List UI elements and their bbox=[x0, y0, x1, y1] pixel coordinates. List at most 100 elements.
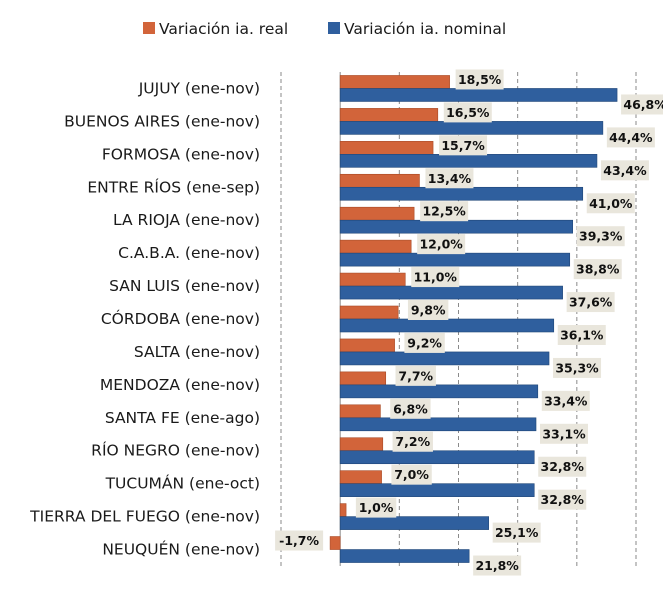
data-label-nominal: 32,8% bbox=[541, 492, 585, 507]
bar-nominal bbox=[339, 384, 539, 399]
bar-real bbox=[339, 108, 439, 122]
bar-nominal bbox=[339, 219, 573, 234]
data-label-nominal: 37,6% bbox=[569, 295, 613, 310]
bar-real bbox=[339, 305, 399, 320]
data-label-real-bg bbox=[455, 69, 504, 90]
data-label-real-bg bbox=[392, 431, 433, 452]
bar-real bbox=[339, 75, 450, 89]
data-label-nominal-bg bbox=[538, 489, 587, 510]
bar-nominal bbox=[339, 285, 563, 300]
legend-label-real: Variación ia. real bbox=[159, 20, 288, 38]
data-label-real-bg bbox=[417, 234, 466, 255]
data-label-real-bg bbox=[420, 201, 469, 222]
bar-nominal bbox=[339, 450, 535, 465]
category-label: SAN LUIS (ene-nov) bbox=[109, 277, 260, 295]
data-label-real-bg bbox=[407, 300, 449, 320]
data-label-nominal-bg bbox=[492, 522, 541, 543]
data-label-nominal-bg bbox=[600, 160, 649, 181]
data-label-nominal: 39,3% bbox=[579, 229, 623, 244]
bar-nominal bbox=[339, 516, 489, 530]
data-label-real-bg bbox=[391, 464, 432, 485]
data-label-nominal-bg bbox=[573, 259, 622, 280]
category-label: ENTRE RÍOS (ene-sep) bbox=[87, 177, 260, 196]
data-label-nominal: 46,8% bbox=[623, 97, 663, 112]
data-label-nominal: 35,3% bbox=[555, 360, 599, 375]
category-label: C.A.B.A. (ene-nov) bbox=[118, 244, 260, 262]
bar-real bbox=[339, 404, 381, 419]
data-label-nominal-bg bbox=[576, 226, 625, 247]
data-label-real-bg bbox=[395, 365, 436, 386]
data-label-nominal-bg bbox=[540, 423, 589, 444]
legend-label-nominal: Variación ia. nominal bbox=[344, 20, 506, 38]
data-label-real: 7,2% bbox=[395, 434, 430, 449]
bar-nominal bbox=[339, 252, 571, 267]
data-label-nominal-bg bbox=[553, 357, 602, 378]
category-label: CÓRDOBA (ene-nov) bbox=[101, 309, 260, 328]
bar-nominal bbox=[339, 88, 618, 102]
data-label-nominal: 33,1% bbox=[542, 426, 586, 441]
data-label-nominal-bg bbox=[621, 94, 663, 115]
data-label-real-bg bbox=[425, 168, 474, 189]
data-label-real: 7,7% bbox=[398, 368, 433, 383]
data-label-nominal: 41,0% bbox=[589, 196, 633, 211]
data-label-nominal: 32,8% bbox=[541, 459, 585, 474]
data-label-nominal-bg bbox=[606, 127, 655, 148]
category-label: JUJUY (ene-nov) bbox=[138, 79, 260, 97]
data-label-nominal-bg bbox=[586, 193, 635, 214]
category-label: TUCUMÁN (ene-oct) bbox=[105, 474, 260, 493]
bar-real bbox=[339, 239, 412, 254]
bar-real bbox=[339, 371, 387, 386]
bar-nominal bbox=[339, 186, 584, 201]
bar-nominal bbox=[339, 549, 470, 563]
bar-nominal bbox=[339, 318, 555, 333]
data-label-real: 13,4% bbox=[428, 171, 472, 186]
data-label-nominal: 33,4% bbox=[544, 393, 588, 408]
data-label-nominal-bg bbox=[541, 390, 590, 411]
bar-nominal bbox=[339, 351, 550, 366]
data-label-real-bg bbox=[390, 398, 431, 419]
data-label-real: -1,7% bbox=[279, 533, 319, 548]
data-label-real: 15,7% bbox=[441, 138, 485, 153]
category-label: NEUQUÉN (ene-nov) bbox=[102, 540, 260, 559]
bar-nominal bbox=[339, 154, 598, 168]
category-label: SALTA (ene-nov) bbox=[134, 343, 260, 361]
data-label-nominal: 43,4% bbox=[603, 163, 647, 178]
category-label: SANTA FE (ene-ago) bbox=[105, 409, 260, 427]
data-label-real: 12,0% bbox=[419, 237, 463, 252]
data-label-nominal: 21,8% bbox=[475, 558, 519, 573]
bar-real bbox=[339, 338, 395, 353]
data-label-real: 18,5% bbox=[458, 72, 502, 87]
category-label: RÍO NEGRO (ene-nov) bbox=[91, 441, 260, 460]
bar-nominal bbox=[339, 121, 604, 135]
data-label-real: 1,0% bbox=[359, 500, 394, 515]
data-label-real: 11,0% bbox=[414, 270, 458, 285]
data-label-real: 6,8% bbox=[393, 401, 428, 416]
data-labels: 18,5% 46,8% 16,5% 44,4% 15,7% 43,4% 13,4% 41,0%… bbox=[275, 69, 663, 576]
data-label-nominal: 36,1% bbox=[560, 328, 604, 343]
category-label: BUENOS AIRES (ene-nov) bbox=[64, 112, 260, 130]
category-label: TIERRA DEL FUEGO (ene-nov) bbox=[29, 508, 260, 526]
bar-real bbox=[329, 536, 341, 550]
data-label-real-bg bbox=[404, 332, 445, 353]
data-label-real: 9,8% bbox=[411, 303, 446, 318]
data-label-nominal-bg bbox=[557, 325, 606, 345]
bar-nominal bbox=[339, 483, 535, 497]
category-label: MENDOZA (ene-nov) bbox=[100, 376, 260, 394]
data-label-nominal: 38,8% bbox=[576, 262, 620, 277]
data-label-real: 12,5% bbox=[422, 204, 466, 219]
data-label-real-bg bbox=[355, 497, 397, 518]
legend-swatch-real bbox=[143, 22, 155, 34]
bar-real bbox=[339, 141, 434, 155]
data-label-real: 9,2% bbox=[407, 335, 442, 350]
bar-nominal bbox=[339, 417, 537, 432]
data-label-nominal: 44,4% bbox=[609, 130, 653, 145]
data-label-real: 16,5% bbox=[446, 105, 490, 120]
bar-real bbox=[339, 503, 347, 517]
data-label-nominal: 25,1% bbox=[495, 525, 539, 540]
category-label: LA RIOJA (ene-nov) bbox=[113, 211, 260, 229]
data-label-real-bg bbox=[411, 267, 460, 288]
data-label-nominal-bg bbox=[538, 456, 587, 477]
data-label-real: 7,0% bbox=[394, 467, 429, 482]
bar-real bbox=[339, 437, 384, 452]
legend: Variación ia. real Variación ia. nominal bbox=[143, 20, 506, 38]
